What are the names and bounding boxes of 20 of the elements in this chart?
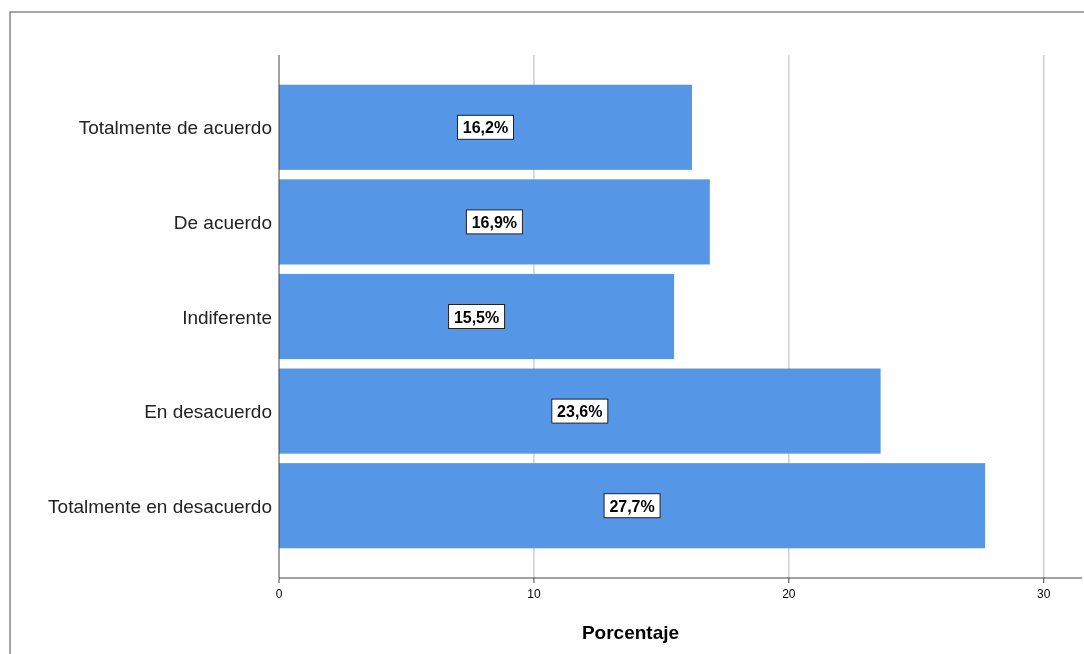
- x-tick-label: 0: [275, 587, 283, 601]
- data-label: 16,2%: [462, 119, 509, 137]
- y-tick-label: Totalmente en desacuerdo: [48, 495, 272, 517]
- bar: [279, 179, 710, 265]
- bar: [279, 273, 675, 360]
- x-axis-title: Porcentaje: [581, 622, 680, 643]
- data-label: 15,5%: [453, 308, 500, 326]
- data-label: 16,9%: [471, 213, 518, 231]
- bar: [279, 463, 986, 549]
- data-label: 23,6%: [557, 403, 603, 421]
- bar: [279, 368, 881, 454]
- x-tick-label: 30: [1037, 587, 1051, 601]
- data-label: 27,7%: [609, 497, 655, 515]
- bar: [279, 84, 692, 170]
- x-tick-label: 20: [782, 587, 796, 601]
- y-tick-label: En desacuerdo: [144, 401, 272, 423]
- y-tick-label: Totalmente de acuerdo: [78, 117, 272, 139]
- y-tick-label: De acuerdo: [173, 211, 272, 233]
- x-tick-label: 10: [527, 587, 541, 601]
- y-tick-label: Indiferente: [182, 306, 272, 328]
